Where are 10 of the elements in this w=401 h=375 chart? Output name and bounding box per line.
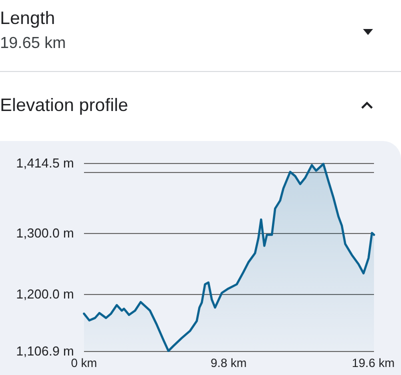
x-tick-label: 0 km xyxy=(70,356,98,370)
y-tick-label: 1,106.9 m xyxy=(16,344,74,358)
y-tick-label: 1,300.0 m xyxy=(16,225,74,240)
y-tick-label: 1,200.0 m xyxy=(16,286,74,302)
chart-title: Elevation profile xyxy=(0,95,128,116)
text: Length xyxy=(0,8,56,29)
text: 19.65 km xyxy=(0,35,66,53)
x-tick-label: 9.8 km xyxy=(210,356,247,370)
y-tick-label: 1,414.5 m xyxy=(16,156,74,170)
x-tick-label: 19.6 km xyxy=(352,356,395,370)
